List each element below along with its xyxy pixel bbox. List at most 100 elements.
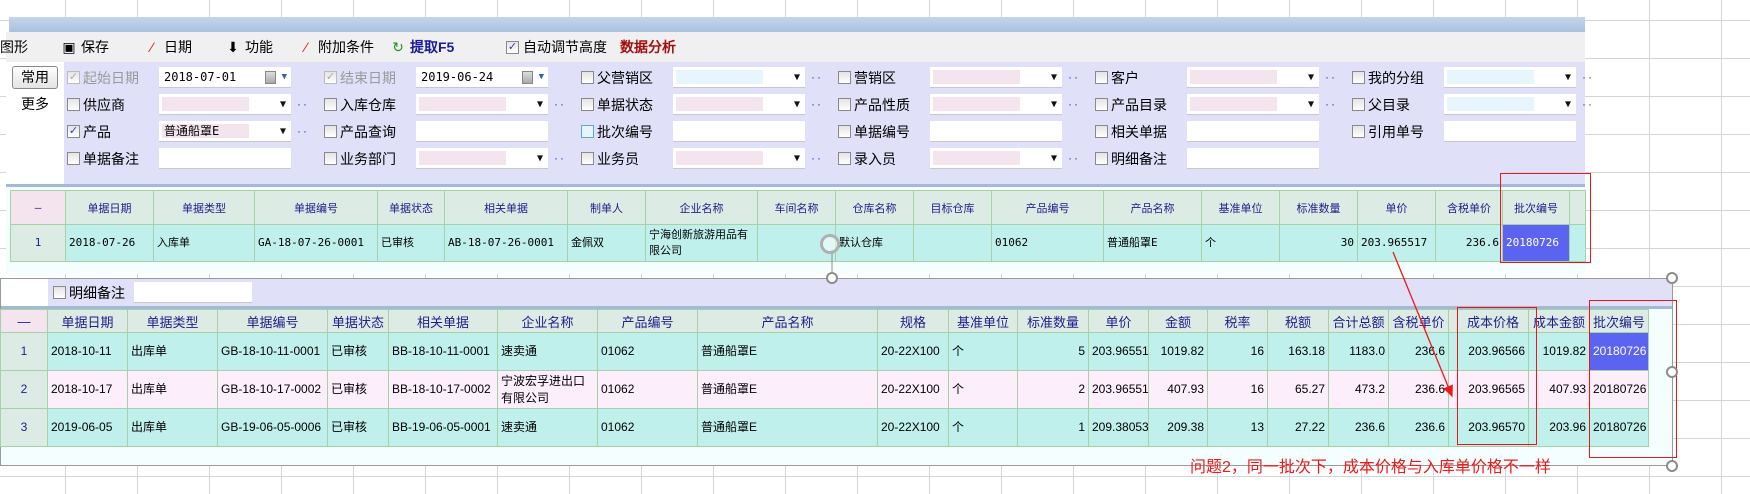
- table-cell[interactable]: 407.93: [1528, 370, 1590, 409]
- table-cell[interactable]: 1: [1017, 408, 1089, 447]
- column-header[interactable]: 单价: [1088, 309, 1149, 333]
- table-cell[interactable]: 01062: [991, 224, 1104, 262]
- table-cell[interactable]: 236.6: [1328, 408, 1389, 447]
- checkbox-icon[interactable]: [1352, 71, 1365, 84]
- column-header[interactable]: 标准数量: [1279, 190, 1358, 225]
- column-header[interactable]: 含税单价: [1435, 190, 1503, 225]
- filter-combobox[interactable]: ▼ 普通船罩E: [159, 121, 291, 142]
- filter-checkbox[interactable]: ✓ 产品: [67, 121, 111, 142]
- table-cell[interactable]: AB-18-07-26-0001: [444, 224, 568, 262]
- column-header[interactable]: 规格: [877, 309, 949, 333]
- column-header[interactable]: —: [10, 190, 66, 225]
- filter-checkbox[interactable]: 单据编号: [838, 121, 910, 142]
- column-header[interactable]: 税额: [1267, 309, 1329, 333]
- checkbox-icon[interactable]: [581, 71, 594, 84]
- table-cell[interactable]: 203.96570: [1457, 408, 1529, 447]
- chevron-down-icon[interactable]: ▼: [536, 99, 543, 110]
- checkbox-icon[interactable]: [53, 286, 66, 299]
- column-header[interactable]: 目标仓库: [913, 190, 992, 225]
- column-header[interactable]: 企业名称: [645, 190, 758, 225]
- column-header[interactable]: 单价: [1357, 190, 1436, 225]
- table-cell[interactable]: BB-18-10-17-0002: [388, 370, 498, 409]
- column-header[interactable]: 含税单价: [1388, 309, 1449, 333]
- table-cell[interactable]: 1: [10, 224, 66, 262]
- table-cell[interactable]: 速卖通: [497, 332, 598, 371]
- checkbox-icon[interactable]: ✓: [67, 71, 80, 84]
- table-cell[interactable]: 2019-06-05: [47, 408, 128, 447]
- table-cell[interactable]: 2018-10-11: [47, 332, 128, 371]
- table-cell[interactable]: 已审核: [327, 370, 389, 409]
- table-cell[interactable]: 个: [948, 332, 1018, 371]
- table-row[interactable]: 1 2018-10-11 出库单 GB-18-10-11-0001 已审核 BB-18-1…: [0, 332, 1649, 371]
- column-header[interactable]: 产品名称: [697, 309, 878, 333]
- column-header[interactable]: 单据日期: [65, 190, 154, 225]
- filter-checkbox[interactable]: 供应商: [67, 94, 125, 115]
- table-cell[interactable]: 个: [948, 408, 1018, 447]
- table-cell[interactable]: 已审核: [327, 332, 389, 371]
- table-cell[interactable]: 1019.82: [1148, 332, 1208, 371]
- column-header[interactable]: 单据日期: [47, 309, 128, 333]
- table-cell[interactable]: 出库单: [127, 370, 218, 409]
- table-row[interactable]: 1 2018-07-26 入库单 GA-18-07-26-0001 已审核 AB-18-0…: [10, 224, 1586, 262]
- table-cell[interactable]: 01062: [597, 332, 698, 371]
- checkbox-icon[interactable]: [838, 125, 851, 138]
- table-cell[interactable]: 金佩双: [567, 224, 646, 262]
- more-options-button[interactable]: ··: [811, 151, 823, 165]
- table-cell[interactable]: 入库单: [153, 224, 255, 262]
- more-options-button[interactable]: ··: [297, 97, 309, 111]
- checkbox-icon[interactable]: [1095, 71, 1108, 84]
- table-cell[interactable]: 236.6: [1388, 370, 1449, 409]
- toolbar-button-5[interactable]: ↻ 提取F5: [390, 32, 454, 62]
- more-options-button[interactable]: ··: [554, 97, 566, 111]
- more-options-button[interactable]: ··: [1325, 70, 1337, 84]
- toolbar-button-3[interactable]: ⬇ 功能: [225, 32, 273, 62]
- filter-checkbox[interactable]: 营销区: [838, 67, 896, 88]
- column-header[interactable]: 批次编号: [1502, 190, 1570, 225]
- table-cell[interactable]: 速卖通: [497, 408, 598, 447]
- checkbox-icon[interactable]: [1095, 98, 1108, 111]
- checkbox-icon[interactable]: [1095, 125, 1108, 138]
- more-options-button[interactable]: ··: [297, 124, 309, 138]
- table-cell[interactable]: 16: [1207, 370, 1268, 409]
- filter-combobox[interactable]: ▼: [673, 94, 805, 115]
- filter-checkbox[interactable]: 单据备注: [67, 148, 139, 169]
- table-cell[interactable]: 473.2: [1328, 370, 1389, 409]
- more-options-button[interactable]: ··: [1582, 70, 1594, 84]
- resize-handle[interactable]: [1666, 366, 1678, 378]
- filter-combobox[interactable]: ▼: [1444, 67, 1576, 88]
- column-header[interactable]: 仓库名称: [835, 190, 914, 225]
- filter-checkbox[interactable]: 产品目录: [1095, 94, 1167, 115]
- table-cell[interactable]: [1569, 224, 1586, 262]
- column-header[interactable]: 相关单据: [444, 190, 568, 225]
- filter-input[interactable]: [930, 121, 1062, 142]
- filter-checkbox[interactable]: 父营销区: [581, 67, 653, 88]
- table-cell[interactable]: 宁波宏孚进出口有限公司: [497, 370, 598, 409]
- checkbox-icon[interactable]: [581, 152, 594, 165]
- table-cell[interactable]: 1: [0, 332, 48, 371]
- resize-handle[interactable]: [826, 272, 838, 284]
- table-cell[interactable]: 3: [0, 408, 48, 447]
- checkbox-icon[interactable]: ✓: [324, 71, 337, 84]
- more-options-button[interactable]: ··: [1068, 70, 1080, 84]
- checkbox-icon[interactable]: [581, 98, 594, 111]
- table-cell[interactable]: 20-22X100: [877, 408, 949, 447]
- filter-input[interactable]: [159, 148, 291, 169]
- column-header[interactable]: 税率: [1207, 309, 1268, 333]
- filter-checkbox[interactable]: 引用单号: [1352, 121, 1424, 142]
- filter-checkbox[interactable]: ✓ 起始日期: [67, 67, 139, 88]
- column-header[interactable]: 单据状态: [377, 190, 445, 225]
- column-header[interactable]: 产品编号: [991, 190, 1104, 225]
- filter-checkbox[interactable]: 父目录: [1352, 94, 1410, 115]
- table-cell[interactable]: 20-22X100: [877, 370, 949, 409]
- table-cell[interactable]: 已审核: [377, 224, 445, 262]
- filter-combobox[interactable]: ▼: [673, 67, 805, 88]
- column-header[interactable]: —: [0, 309, 48, 333]
- table-cell[interactable]: 2018-10-17: [47, 370, 128, 409]
- column-header[interactable]: [1569, 190, 1586, 225]
- toolbar-button-1[interactable]: ▣ 保存: [61, 32, 109, 62]
- column-header[interactable]: 单据状态: [327, 309, 389, 333]
- table-cell[interactable]: [913, 224, 992, 262]
- date-picker[interactable]: ▼ 2018-07-01: [159, 67, 291, 88]
- table-cell[interactable]: GB-18-10-17-0002: [217, 370, 328, 409]
- column-header[interactable]: 相关单据: [388, 309, 498, 333]
